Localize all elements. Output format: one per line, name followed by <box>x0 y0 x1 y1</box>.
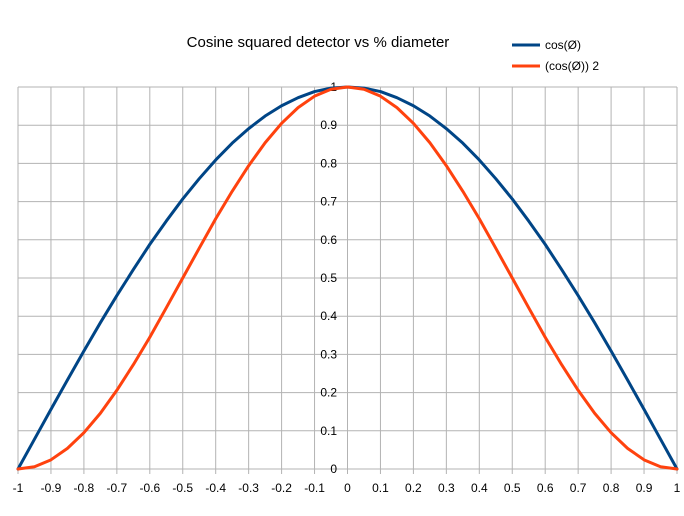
legend-label: cos(Ø) <box>545 38 581 52</box>
x-tick-label: 0 <box>344 481 351 495</box>
x-tick-label: -0.3 <box>238 481 259 495</box>
x-tick-label: -0.8 <box>74 481 95 495</box>
x-tick-label: -0.9 <box>41 481 62 495</box>
x-tick-label: 0.3 <box>438 481 455 495</box>
x-tick-label: -0.1 <box>304 481 325 495</box>
x-tick-label: 0.4 <box>471 481 488 495</box>
x-tick-label: 0.7 <box>570 481 587 495</box>
x-tick-label: 1 <box>674 481 681 495</box>
x-tick-label: -1 <box>13 481 24 495</box>
x-tick-label: -0.6 <box>139 481 160 495</box>
x-tick-label: 0.1 <box>372 481 389 495</box>
y-tick-label: 0.9 <box>320 118 337 132</box>
legend-label: (cos(Ø)) 2 <box>545 59 599 73</box>
x-tick-label: -0.4 <box>205 481 226 495</box>
y-tick-label: 0.7 <box>320 195 337 209</box>
y-tick-label: 0.3 <box>320 347 337 361</box>
x-axis-ticks: -1 -0.9 -0.8 -0.7 -0.6 -0.5 -0.4 -0.3 -0.2 -0.1 0 0… <box>13 481 681 495</box>
legend: cos(Ø) (cos(Ø)) 2 <box>512 38 599 73</box>
y-tick-label: 0.6 <box>320 233 337 247</box>
x-tick-label: -0.7 <box>107 481 128 495</box>
gridlines <box>17 86 678 474</box>
y-tick-label: 0 <box>330 462 337 476</box>
x-tick-label: -0.2 <box>271 481 292 495</box>
x-tick-label: 0.9 <box>636 481 653 495</box>
series-lines <box>16 85 679 471</box>
y-tick-label: 0.4 <box>320 309 337 323</box>
chart-title: Cosine squared detector vs % diameter <box>187 34 450 51</box>
y-tick-label: 0.8 <box>320 156 337 170</box>
series-line-1 <box>16 85 679 471</box>
x-tick-label: 0.6 <box>537 481 554 495</box>
y-axis-ticks: 00.10.20.30.40.50.60.70.80.91 <box>320 80 337 476</box>
y-tick-label: 0.5 <box>320 271 337 285</box>
x-tick-label: -0.5 <box>172 481 193 495</box>
x-tick-label: 0.2 <box>405 481 422 495</box>
y-tick-label: 0.1 <box>320 424 337 438</box>
x-tick-label: 0.8 <box>603 481 620 495</box>
x-tick-label: 0.5 <box>504 481 521 495</box>
y-tick-label: 0.2 <box>320 386 337 400</box>
